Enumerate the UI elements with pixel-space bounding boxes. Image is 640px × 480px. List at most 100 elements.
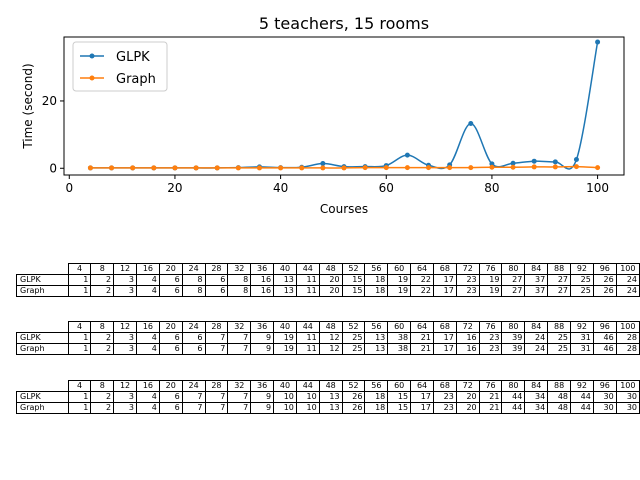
table-cell: 17 bbox=[432, 274, 457, 286]
table-cell: 27 bbox=[547, 285, 572, 297]
table-cell: 2 bbox=[90, 274, 115, 286]
table-cell: 2 bbox=[90, 402, 115, 414]
table-column-header: 88 bbox=[547, 380, 572, 392]
table-row-label: GLPK bbox=[16, 391, 69, 403]
table-cell: 9 bbox=[250, 402, 275, 414]
table-column-header: 96 bbox=[592, 321, 617, 333]
table-cell: 6 bbox=[158, 343, 183, 355]
table-cell: 20 bbox=[455, 402, 480, 414]
table-column-header: 24 bbox=[181, 321, 206, 333]
table-column-header: 28 bbox=[204, 321, 229, 333]
table-cell: 26 bbox=[592, 274, 617, 286]
table-cell: 7 bbox=[204, 402, 229, 414]
table-cell: 21 bbox=[478, 402, 503, 414]
table-cell: 6 bbox=[158, 274, 183, 286]
table-column-header: 76 bbox=[478, 263, 503, 275]
data-point-graph bbox=[552, 164, 558, 170]
table-corner bbox=[17, 264, 69, 275]
table-cell: 44 bbox=[501, 402, 526, 414]
table-cell: 3 bbox=[113, 402, 137, 414]
table-cell: 20 bbox=[318, 274, 343, 286]
table-column-header: 64 bbox=[410, 380, 434, 392]
table-row-label: Graph bbox=[16, 285, 69, 297]
table-cell: 21 bbox=[478, 391, 503, 403]
table-header-row: 4 8 12 16 20 24 28 32 36 40 44 48 52 56 60 64 68 72 76 80 84… bbox=[17, 263, 640, 275]
chart-title: 5 teachers, 15 rooms bbox=[259, 14, 429, 33]
table-column-header: 8 bbox=[90, 380, 115, 392]
table-cell: 25 bbox=[341, 343, 366, 355]
table-column-header: 96 bbox=[592, 380, 617, 392]
table-cell: 11 bbox=[295, 332, 320, 344]
table-column-header: 64 bbox=[410, 321, 434, 333]
table-column-header: 68 bbox=[432, 321, 457, 333]
table-cell: 17 bbox=[432, 285, 457, 297]
y-tick-label: 0 bbox=[49, 161, 57, 175]
data-point-graph bbox=[404, 165, 410, 171]
table-cell: 6 bbox=[158, 285, 183, 297]
table-cell: 28 bbox=[615, 332, 640, 344]
table-cell: 9 bbox=[250, 332, 275, 344]
table-cell: 19 bbox=[387, 285, 412, 297]
table-cell: 21 bbox=[410, 343, 434, 355]
data-point-graph bbox=[595, 165, 601, 171]
table-cell: 31 bbox=[570, 343, 594, 355]
axis-ticks: 0 20 40 60 80 100 0 20 bbox=[42, 94, 609, 195]
table-cell: 6 bbox=[158, 402, 183, 414]
table-column-header: 44 bbox=[295, 321, 320, 333]
table-column-header: 56 bbox=[364, 263, 389, 275]
table-cell: 4 bbox=[135, 402, 160, 414]
legend: GLPK Graph bbox=[72, 41, 168, 92]
table-cell: 6 bbox=[158, 332, 183, 344]
table-cell: 17 bbox=[410, 402, 434, 414]
table-cell: 30 bbox=[615, 391, 640, 403]
table-column-header: 96 bbox=[592, 263, 617, 275]
table-column-header: 76 bbox=[478, 380, 503, 392]
table-cell: 10 bbox=[295, 402, 320, 414]
table-column-header: 92 bbox=[570, 380, 594, 392]
table-cell: 44 bbox=[570, 391, 594, 403]
table-cell: 46 bbox=[592, 332, 617, 344]
table-cell: 2 bbox=[90, 285, 115, 297]
table-cell: 8 bbox=[227, 274, 252, 286]
table-cell: 34 bbox=[524, 391, 549, 403]
table-cell: 6 bbox=[181, 343, 206, 355]
table-column-header: 92 bbox=[570, 263, 594, 275]
table-cell: 37 bbox=[524, 285, 549, 297]
table-column-header: 52 bbox=[341, 321, 366, 333]
data-point-graph bbox=[256, 165, 262, 171]
table-cell: 19 bbox=[273, 343, 297, 355]
data-point-graph bbox=[151, 165, 157, 171]
table-column-header: 8 bbox=[90, 321, 115, 333]
table-cell: 16 bbox=[455, 343, 480, 355]
table-cell: 3 bbox=[113, 332, 137, 344]
table-cell: 13 bbox=[273, 274, 297, 286]
table-cell: 19 bbox=[387, 274, 412, 286]
table-column-header: 40 bbox=[273, 380, 297, 392]
table-row-label: GLPK bbox=[16, 274, 69, 286]
data-point-graph bbox=[130, 165, 136, 171]
table-cell: 7 bbox=[227, 332, 252, 344]
table-column-header: 80 bbox=[501, 321, 526, 333]
table-cell: 13 bbox=[318, 402, 343, 414]
table-cell: 3 bbox=[113, 274, 137, 286]
table-cell: 4 bbox=[135, 391, 160, 403]
table-cell: 12 bbox=[318, 343, 343, 355]
table-column-header: 4 bbox=[67, 321, 92, 333]
data-point-glpk bbox=[468, 121, 474, 127]
data-point-graph bbox=[278, 165, 284, 171]
table-column-header: 32 bbox=[227, 380, 252, 392]
table-column-header: 48 bbox=[318, 380, 343, 392]
table-column-header: 76 bbox=[478, 321, 503, 333]
table-cell: 10 bbox=[295, 391, 320, 403]
table-column-header: 16 bbox=[135, 321, 160, 333]
table-cell: 7 bbox=[227, 343, 252, 355]
table-column-header: 80 bbox=[501, 380, 526, 392]
x-tick-label: 80 bbox=[484, 181, 499, 195]
table-cell: 26 bbox=[341, 391, 366, 403]
table-cell: 18 bbox=[364, 285, 389, 297]
table-cell: 8 bbox=[181, 274, 206, 286]
table-cell: 2 bbox=[90, 343, 115, 355]
plot-area bbox=[63, 36, 625, 176]
table-cell: 16 bbox=[250, 274, 275, 286]
table-column-header: 12 bbox=[113, 263, 137, 275]
